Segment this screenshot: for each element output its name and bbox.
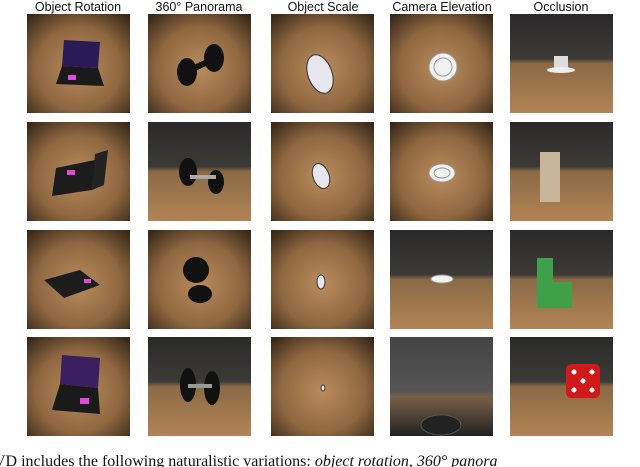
column-header: Object Scale	[288, 0, 359, 14]
caption: VD includes the following naturalistic v…	[0, 453, 498, 467]
laptop	[44, 40, 108, 414]
column-header: Occlusion	[534, 0, 589, 14]
caption-text: ,	[409, 453, 417, 467]
column-header: Object Rotation	[35, 0, 121, 14]
image	[510, 230, 613, 329]
image	[148, 122, 251, 221]
image	[510, 122, 613, 221]
column-header: 360° Panorama	[156, 0, 243, 14]
column-header: Camera Elevation	[392, 0, 491, 14]
plate	[420, 52, 462, 436]
mouse	[306, 54, 334, 392]
caption-text: VD includes the following naturalistic v…	[0, 453, 315, 467]
image-grid	[27, 14, 613, 436]
caption-emphasis: object rotation	[315, 453, 409, 467]
caption-emphasis: 360° panora	[416, 453, 498, 467]
occluder	[537, 56, 600, 398]
dumbbell	[177, 44, 224, 405]
